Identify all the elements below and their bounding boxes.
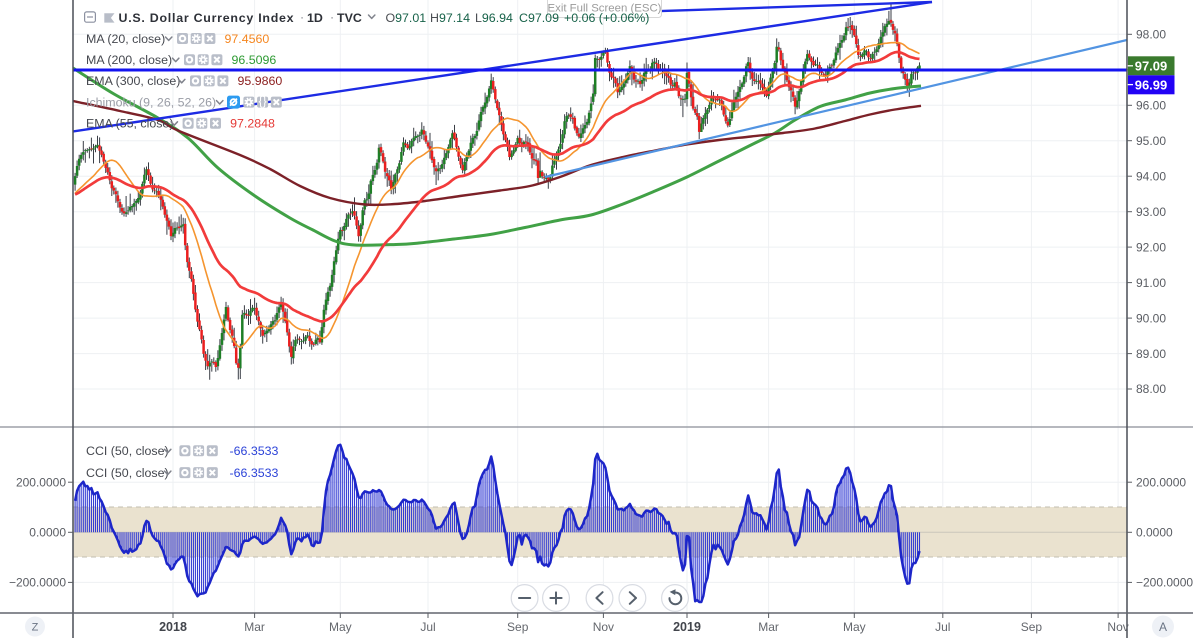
svg-text:2018: 2018 — [159, 620, 187, 634]
svg-text:CCI (50, close): CCI (50, close) — [86, 466, 169, 480]
svg-text:Mar: Mar — [244, 620, 265, 634]
svg-text:+0.06 (+0.06%): +0.06 (+0.06%) — [564, 11, 649, 25]
svg-text:200.0000: 200.0000 — [16, 475, 66, 489]
svg-text:·: · — [330, 10, 334, 24]
svg-text:93.00: 93.00 — [1136, 205, 1166, 219]
svg-text:MA (20, close): MA (20, close) — [86, 32, 165, 46]
svg-text:O97.01: O97.01 — [386, 11, 427, 25]
svg-text:U.S. Dollar Currency Index: U.S. Dollar Currency Index — [119, 11, 295, 25]
svg-text:L96.94: L96.94 — [475, 11, 513, 25]
svg-text:96.5096: 96.5096 — [232, 53, 277, 67]
svg-text:H97.14: H97.14 — [430, 11, 470, 25]
svg-text:91.00: 91.00 — [1136, 276, 1166, 290]
svg-text:200.0000: 200.0000 — [1136, 475, 1186, 489]
svg-text:96.99: 96.99 — [1135, 78, 1168, 93]
svg-text:Jul: Jul — [935, 620, 950, 634]
svg-text:98.00: 98.00 — [1136, 28, 1166, 42]
svg-text:96.00: 96.00 — [1136, 99, 1166, 113]
svg-text:-66.3533: -66.3533 — [230, 466, 279, 480]
svg-text:Jul: Jul — [420, 620, 435, 634]
svg-text:TVC: TVC — [337, 11, 362, 25]
svg-text:Nov: Nov — [1107, 620, 1128, 634]
svg-text:{}: {} — [258, 94, 266, 108]
svg-text:Sep: Sep — [507, 620, 529, 634]
svg-text:·: · — [300, 10, 304, 24]
svg-text:Z: Z — [32, 622, 39, 634]
svg-text:May: May — [843, 620, 866, 634]
svg-text:C97.09: C97.09 — [519, 11, 559, 25]
svg-text:89.00: 89.00 — [1136, 347, 1166, 361]
svg-text:−200.0000: −200.0000 — [1136, 576, 1193, 590]
svg-text:2019: 2019 — [673, 620, 701, 634]
svg-text:−200.0000: −200.0000 — [9, 576, 66, 590]
svg-text:97.2848: 97.2848 — [230, 117, 275, 131]
svg-text:97.09: 97.09 — [1135, 59, 1168, 74]
svg-text:CCI (50, close): CCI (50, close) — [86, 444, 169, 458]
svg-text:-66.3533: -66.3533 — [230, 444, 279, 458]
svg-text:Ichimoku (9, 26, 52, 26): Ichimoku (9, 26, 52, 26) — [86, 95, 216, 109]
svg-text:95.9860: 95.9860 — [238, 74, 283, 88]
svg-text:MA (200, close): MA (200, close) — [86, 53, 172, 67]
svg-text:95.00: 95.00 — [1136, 134, 1166, 148]
svg-text:97.4560: 97.4560 — [225, 32, 270, 46]
svg-text:92.00: 92.00 — [1136, 240, 1166, 254]
svg-text:Nov: Nov — [593, 620, 614, 634]
svg-text:1D: 1D — [307, 11, 323, 25]
svg-text:Exit Full Screen (ESC): Exit Full Screen (ESC) — [548, 3, 662, 15]
svg-text:94.00: 94.00 — [1136, 169, 1166, 183]
svg-text:0.0000: 0.0000 — [29, 526, 66, 540]
svg-text:EMA (300, close): EMA (300, close) — [86, 74, 180, 88]
svg-text:88.00: 88.00 — [1136, 382, 1166, 396]
svg-text:Sep: Sep — [1021, 620, 1043, 634]
svg-text:EMA (55, close): EMA (55, close) — [86, 117, 173, 131]
svg-text:A: A — [1159, 620, 1167, 634]
svg-text:Mar: Mar — [758, 620, 779, 634]
svg-text:0.0000: 0.0000 — [1136, 526, 1173, 540]
svg-text:90.00: 90.00 — [1136, 311, 1166, 325]
svg-text:May: May — [329, 620, 352, 634]
